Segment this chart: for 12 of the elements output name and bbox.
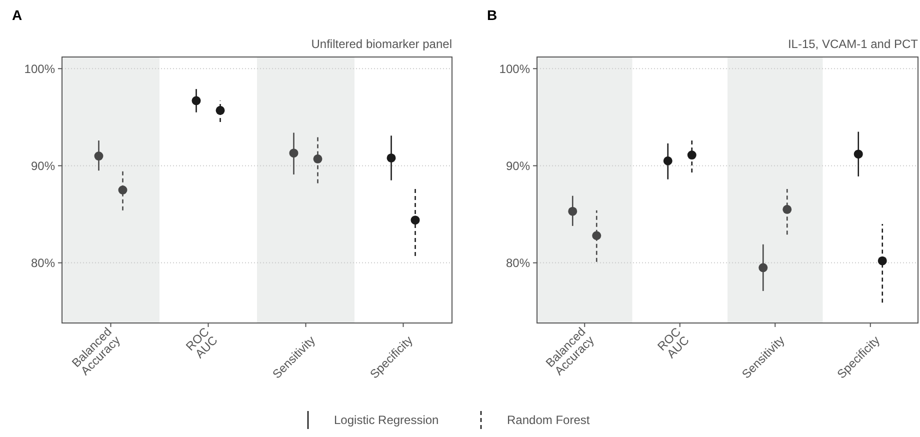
y-tick-label: 80% xyxy=(30,256,56,270)
y-tick-label: 80% xyxy=(506,256,530,270)
chart-subtitle: Unfiltered biomarker panel xyxy=(311,37,452,51)
chart-title: B xyxy=(487,7,498,23)
y-tick-label: 90% xyxy=(30,158,56,173)
chart-title: A xyxy=(12,7,22,23)
y-tick-label: 100% xyxy=(499,62,530,76)
chart-subtitle: IL-15, VCAM-1 and PCT xyxy=(788,37,919,51)
legend-label: Random Forest xyxy=(507,413,590,428)
y-tick-label: 100% xyxy=(24,62,56,76)
legend-label: Logistic Regression xyxy=(334,413,439,428)
y-tick-label: 90% xyxy=(506,158,530,173)
